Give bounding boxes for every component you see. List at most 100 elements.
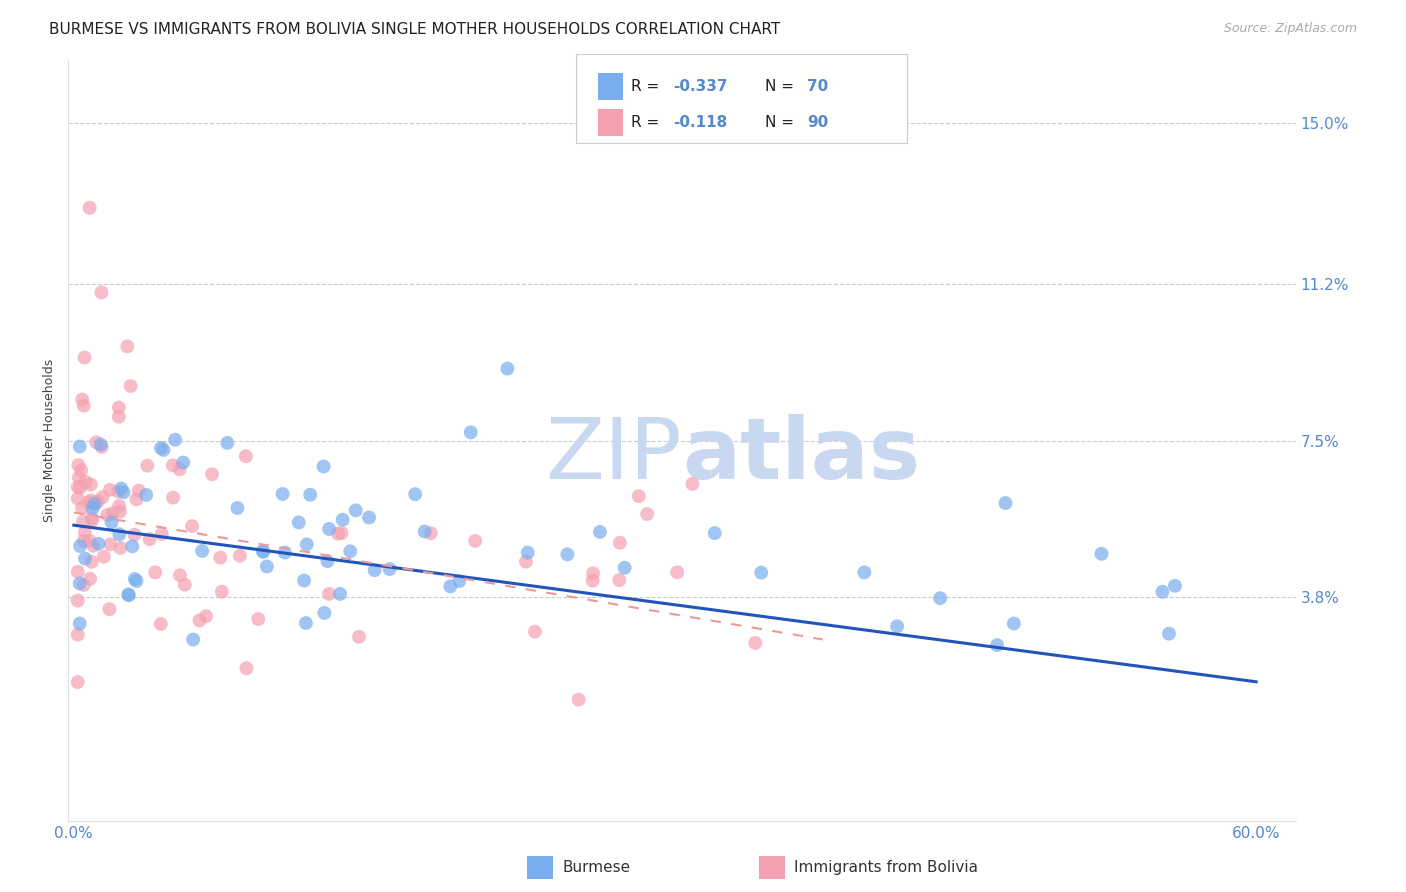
Point	[79, 533, 101, 548]
Point	[128, 483, 150, 498]
Point	[86, 435, 108, 450]
Point	[66, 491, 89, 506]
Point	[318, 587, 340, 601]
Point	[201, 467, 224, 482]
Point	[1164, 579, 1187, 593]
Point	[169, 568, 191, 582]
Point	[1157, 626, 1180, 640]
Text: 90: 90	[807, 115, 828, 129]
Point	[73, 533, 96, 548]
Point	[107, 409, 129, 424]
Point	[332, 513, 354, 527]
Point	[124, 572, 146, 586]
Text: Immigrants from Bolivia: Immigrants from Bolivia	[794, 860, 979, 874]
Point	[120, 379, 142, 393]
Point	[162, 491, 184, 505]
Point	[117, 339, 139, 353]
Point	[84, 496, 107, 510]
Point	[69, 440, 91, 454]
Point	[413, 524, 436, 539]
Point	[169, 462, 191, 476]
Point	[252, 545, 274, 559]
Point	[256, 559, 278, 574]
Point	[464, 533, 486, 548]
Point	[252, 544, 274, 558]
Point	[329, 587, 352, 601]
Text: atlas: atlas	[682, 414, 920, 497]
Point	[87, 536, 110, 550]
Point	[703, 526, 725, 541]
Point	[287, 516, 309, 530]
Point	[188, 614, 211, 628]
Point	[181, 632, 204, 647]
Point	[162, 458, 184, 473]
Point	[582, 566, 605, 581]
Point	[1090, 547, 1112, 561]
Point	[112, 485, 135, 500]
Point	[135, 488, 157, 502]
Point	[108, 499, 131, 513]
Point	[80, 477, 103, 491]
Point	[87, 494, 110, 508]
Point	[121, 539, 143, 553]
Point	[357, 510, 380, 524]
Point	[69, 576, 91, 591]
Point	[93, 549, 115, 564]
Point	[67, 458, 90, 472]
Point	[496, 361, 519, 376]
Point	[568, 692, 591, 706]
Point	[108, 401, 131, 415]
Point	[70, 464, 93, 478]
Point	[557, 547, 579, 561]
Point	[108, 527, 131, 541]
Point	[67, 470, 90, 484]
Point	[101, 506, 124, 520]
Point	[613, 560, 636, 574]
Point	[627, 489, 650, 503]
Point	[98, 483, 121, 497]
Point	[994, 496, 1017, 510]
Point	[271, 487, 294, 501]
Point	[118, 588, 141, 602]
Point	[666, 566, 689, 580]
Point	[460, 425, 482, 440]
Point	[108, 505, 131, 519]
Point	[312, 459, 335, 474]
Point	[191, 544, 214, 558]
Point	[744, 636, 766, 650]
Point	[314, 606, 336, 620]
Point	[439, 579, 461, 593]
Point	[150, 527, 173, 541]
Point	[235, 449, 257, 463]
Point	[274, 545, 297, 559]
Point	[292, 574, 315, 588]
Point	[1152, 584, 1174, 599]
Point	[69, 539, 91, 553]
Point	[110, 482, 132, 496]
Point	[90, 440, 112, 454]
Point	[749, 566, 772, 580]
Point	[929, 591, 952, 606]
Point	[886, 619, 908, 633]
Point	[378, 562, 401, 576]
Point	[515, 555, 537, 569]
Point	[107, 484, 129, 499]
Point	[117, 587, 139, 601]
Point	[83, 497, 105, 511]
Point	[150, 441, 173, 455]
Point	[124, 527, 146, 541]
Point	[77, 495, 100, 509]
Text: -0.337: -0.337	[673, 79, 728, 94]
Point	[209, 550, 232, 565]
Point	[100, 537, 122, 551]
Point	[82, 501, 104, 516]
Point	[66, 593, 89, 607]
Point	[316, 554, 339, 568]
Point	[330, 526, 353, 541]
Point	[217, 435, 239, 450]
Text: BURMESE VS IMMIGRANTS FROM BOLIVIA SINGLE MOTHER HOUSEHOLDS CORRELATION CHART: BURMESE VS IMMIGRANTS FROM BOLIVIA SINGL…	[49, 22, 780, 37]
Text: R =: R =	[631, 79, 665, 94]
Point	[73, 399, 96, 413]
Point	[165, 433, 187, 447]
Point	[181, 519, 204, 533]
